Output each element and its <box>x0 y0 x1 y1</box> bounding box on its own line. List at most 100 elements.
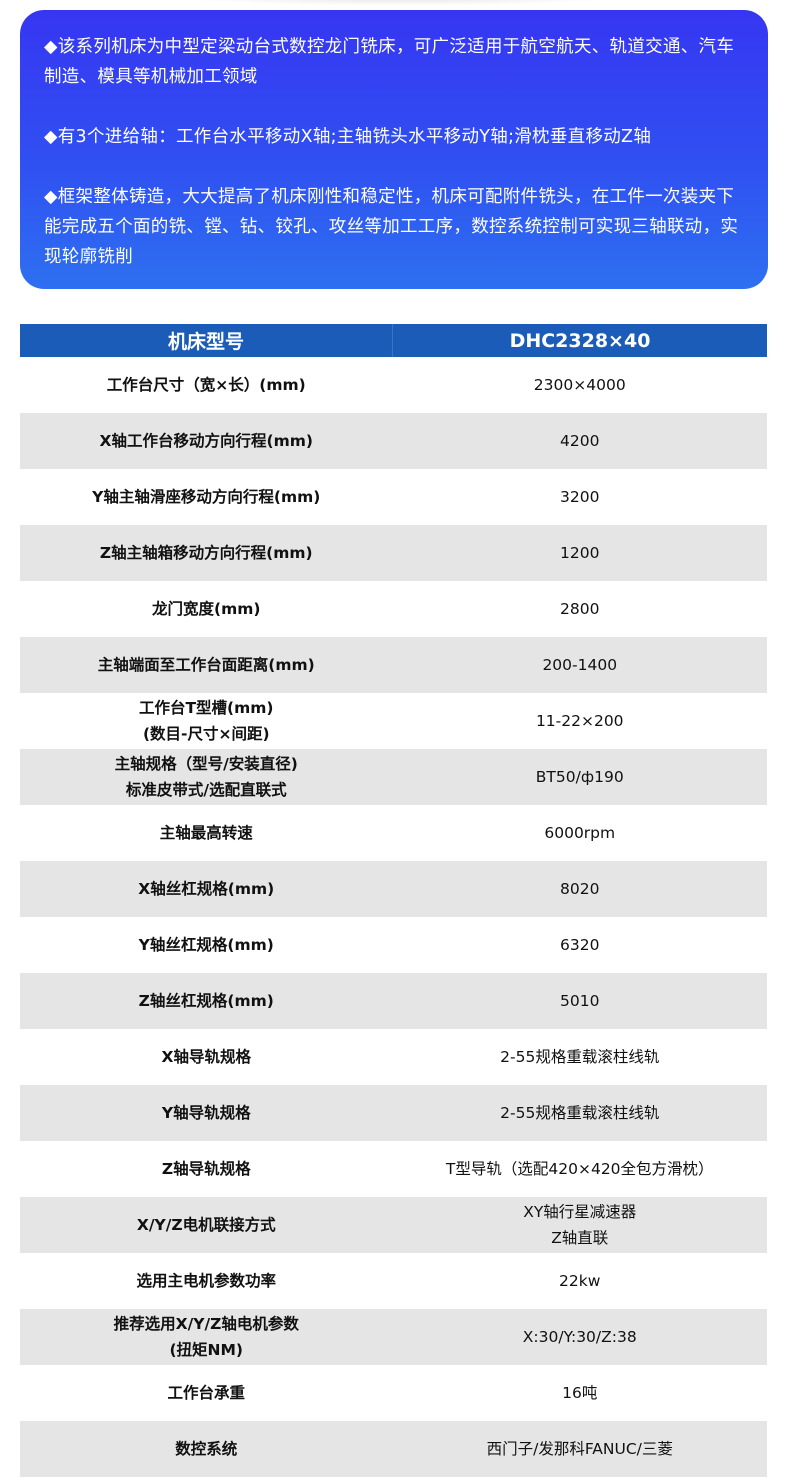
table-row: 主轴端面至工作台面距离(mm) 200-1400 <box>20 637 767 693</box>
cell-value: 2800 <box>393 581 768 637</box>
cell-value: BT50/ф190 <box>392 749 767 805</box>
cell-line: (数目-尺寸×间距) <box>142 725 270 743</box>
cell-value: 2-55规格重载滚柱线轨 <box>393 1029 768 1085</box>
cell-line: X轴丝杠规格(mm) <box>138 880 275 898</box>
cell-line: Z轴导轨规格 <box>161 1160 251 1178</box>
cell-line: 西门子/发那科FANUC/三菱 <box>486 1440 673 1458</box>
table-row: Z轴丝杠规格(mm) 5010 <box>20 973 767 1029</box>
cell-line: 主轴最高转速 <box>159 824 253 842</box>
cell-line: 22kw <box>559 1272 601 1290</box>
cell-key: 主轴最高转速 <box>20 805 393 861</box>
cell-line: Z轴直联 <box>551 1229 609 1247</box>
table-row: X轴丝杠规格(mm) 8020 <box>20 861 767 917</box>
table-row: 工作台承重 16吨 <box>20 1365 767 1421</box>
table-row: Y轴导轨规格 2-55规格重载滚柱线轨 <box>20 1085 767 1141</box>
cell-key: Z轴主轴箱移动方向行程(mm) <box>20 525 393 581</box>
cell-value: 4200 <box>392 413 767 469</box>
cell-line: 6320 <box>560 936 600 954</box>
cell-key: X轴导轨规格 <box>20 1029 393 1085</box>
cell-line: 4200 <box>560 432 600 450</box>
cell-key: 主轴规格（型号/安装直径) 标准皮带式/选配直联式 <box>20 749 393 805</box>
cell-value: 22kw <box>393 1253 768 1309</box>
cell-key: 主轴端面至工作台面距离(mm) <box>20 637 393 693</box>
table-row: 工作台T型槽(mm) (数目-尺寸×间距) 11-22×200 <box>20 693 767 749</box>
cell-line: 11-22×200 <box>535 712 624 730</box>
table-row: 数控系统 西门子/发那科FANUC/三菱 <box>20 1421 767 1477</box>
cell-key: 龙门宽度(mm) <box>20 581 393 637</box>
cell-line: T型导轨（选配420×420全包方滑枕） <box>445 1160 714 1178</box>
cell-value: 5010 <box>392 973 767 1029</box>
cell-line: 标准皮带式/选配直联式 <box>125 781 287 799</box>
intro-paragraph: ◆有3个进给轴：工作台水平移动X轴;主轴铣头水平移动Y轴;滑枕垂直移动Z轴 <box>44 127 652 147</box>
cell-key: 工作台承重 <box>20 1365 393 1421</box>
cell-line: 16吨 <box>562 1384 598 1402</box>
table-row: 主轴规格（型号/安装直径) 标准皮带式/选配直联式 BT50/ф190 <box>20 749 767 805</box>
cell-value: 8020 <box>392 861 767 917</box>
cell-key: Y轴丝杠规格(mm) <box>20 917 393 973</box>
cell-line: XY轴行星减速器 <box>523 1203 637 1221</box>
table-row: Z轴主轴箱移动方向行程(mm) 1200 <box>20 525 767 581</box>
cell-line: 选用主电机参数功率 <box>136 1272 276 1290</box>
cell-value: T型导轨（选配420×420全包方滑枕） <box>393 1141 768 1197</box>
header-value: DHC2328×40 <box>392 324 767 357</box>
cell-line: 2-55规格重载滚柱线轨 <box>500 1104 660 1122</box>
cell-value: 3200 <box>393 469 768 525</box>
cell-line: X轴工作台移动方向行程(mm) <box>99 432 313 450</box>
cell-value: X:30/Y:30/Z:38 <box>392 1309 767 1365</box>
cell-line: X:30/Y:30/Z:38 <box>522 1328 637 1346</box>
cell-key: X轴丝杠规格(mm) <box>20 861 393 917</box>
intro-panel: ◆该系列机床为中型定梁动台式数控龙门铣床，可广泛适用于航空航天、轨道交通、汽车制… <box>20 10 768 289</box>
cell-line: 2300×4000 <box>533 376 626 394</box>
intro-paragraph: ◆框架整体铸造，大大提高了机床刚性和稳定性，机床可配附件铣头，在工件一次装夹下能… <box>44 187 739 267</box>
cell-line: 1200 <box>560 544 600 562</box>
cell-key: 推荐选用X/Y/Z轴电机参数 (扭矩NM) <box>20 1309 393 1365</box>
cell-line: BT50/ф190 <box>535 768 624 786</box>
cell-line: (扭矩NM) <box>169 1341 244 1359</box>
cell-value: 1200 <box>392 525 767 581</box>
cell-line: Z轴主轴箱移动方向行程(mm) <box>99 544 313 562</box>
header-key: 机床型号 <box>20 324 393 357</box>
cell-line: 工作台T型槽(mm) <box>138 699 274 717</box>
cell-line: 6000rpm <box>544 824 616 842</box>
table-header: 机床型号 DHC2328×40 <box>20 324 767 357</box>
cell-key: Y轴导轨规格 <box>20 1085 393 1141</box>
cell-key: 工作台尺寸（宽×长）(mm) <box>20 357 393 413</box>
cell-value: 西门子/发那科FANUC/三菱 <box>392 1421 767 1477</box>
table-row: X轴工作台移动方向行程(mm) 4200 <box>20 413 767 469</box>
table-row: 推荐选用X/Y/Z轴电机参数 (扭矩NM) X:30/Y:30/Z:38 <box>20 1309 767 1365</box>
cell-line: 200-1400 <box>542 656 618 674</box>
cell-key: X/Y/Z电机联接方式 <box>20 1197 393 1253</box>
cell-line: X/Y/Z电机联接方式 <box>136 1216 276 1234</box>
cell-line: 主轴规格（型号/安装直径) <box>114 755 298 773</box>
cell-key: 工作台T型槽(mm) (数目-尺寸×间距) <box>20 693 393 749</box>
cell-value: 16吨 <box>393 1365 768 1421</box>
cell-value: 200-1400 <box>392 637 767 693</box>
cell-key: 选用主电机参数功率 <box>20 1253 393 1309</box>
table-row: 选用主电机参数功率 22kw <box>20 1253 767 1309</box>
cell-key: X轴工作台移动方向行程(mm) <box>20 413 393 469</box>
cell-line: 数控系统 <box>175 1440 238 1458</box>
cell-key: 数控系统 <box>20 1421 393 1477</box>
cell-line: 3200 <box>560 488 600 506</box>
cell-line: Y轴导轨规格 <box>161 1104 251 1122</box>
cell-line: 2-55规格重载滚柱线轨 <box>500 1048 660 1066</box>
table-row: 龙门宽度(mm) 2800 <box>20 581 767 637</box>
table-row: Y轴主轴滑座移动方向行程(mm) 3200 <box>20 469 767 525</box>
cell-line: 5010 <box>560 992 600 1010</box>
cell-line: 2800 <box>560 600 600 618</box>
cell-line: Y轴主轴滑座移动方向行程(mm) <box>92 488 321 506</box>
cell-value: 6320 <box>393 917 768 973</box>
cell-key: Z轴丝杠规格(mm) <box>20 973 393 1029</box>
cell-value: XY轴行星减速器 Z轴直联 <box>392 1197 767 1253</box>
cell-key: Z轴导轨规格 <box>20 1141 393 1197</box>
table-row: 主轴最高转速 6000rpm <box>20 805 767 861</box>
cell-line: Y轴丝杠规格(mm) <box>138 936 274 954</box>
cell-value: 11-22×200 <box>393 693 768 749</box>
cell-line: Z轴丝杠规格(mm) <box>138 992 274 1010</box>
cell-value: 2-55规格重载滚柱线轨 <box>392 1085 767 1141</box>
intro-paragraph: ◆该系列机床为中型定梁动台式数控龙门铣床，可广泛适用于航空航天、轨道交通、汽车制… <box>44 37 735 87</box>
table-row: 工作台尺寸（宽×长）(mm) 2300×4000 <box>20 357 767 413</box>
cell-line: 推荐选用X/Y/Z轴电机参数 <box>113 1315 299 1333</box>
cell-line: X轴导轨规格 <box>161 1048 251 1066</box>
table-row: X/Y/Z电机联接方式 XY轴行星减速器 Z轴直联 <box>20 1197 767 1253</box>
